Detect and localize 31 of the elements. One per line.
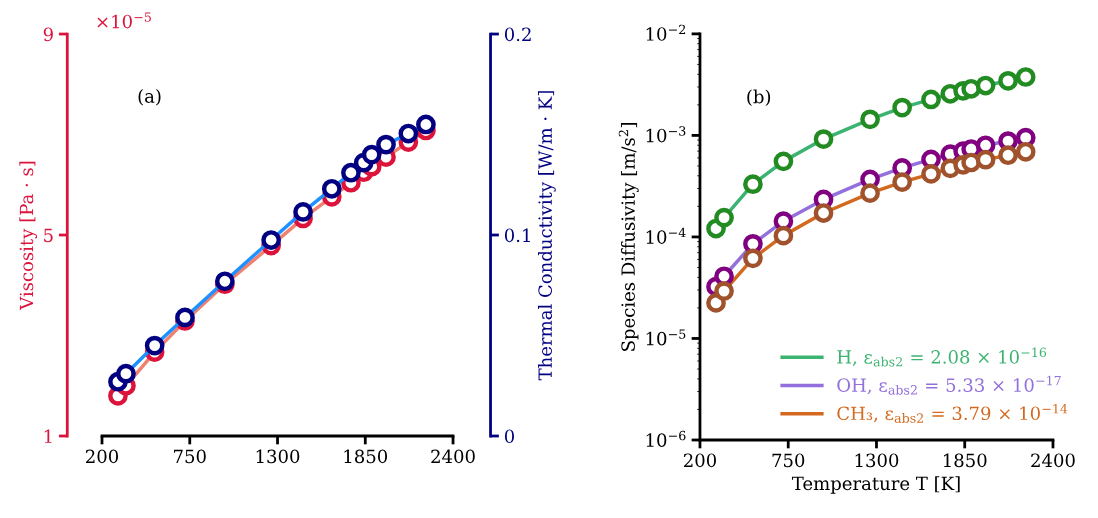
y-tick-label: 1	[44, 429, 52, 443]
y-tick-label: 9	[43, 27, 53, 42]
x-tick-label: 750	[174, 449, 206, 464]
legend-label: OH, ε$_{abs2}$ = 5.33 × 10$^{−17}$	[837, 375, 1061, 395]
x-tick-label: 750	[772, 453, 805, 468]
x-tick-label: 1850	[344, 449, 388, 464]
annotation: (b)	[747, 89, 771, 107]
x-tick-label: 1850	[943, 453, 987, 468]
annotation: (a)	[138, 88, 161, 106]
y-tick-label: 10$^{−3}$	[646, 126, 686, 143]
legend-label: CH₃, ε$_{abs2}$ = 3.79 × 10$^{−14}$	[837, 403, 1068, 423]
y2-axis-title: Thermal Conductivity [W/m · K]	[538, 91, 556, 381]
text: ×10$^{−5}$	[97, 12, 151, 29]
y-tick-label: 10$^{−4}$	[646, 227, 686, 244]
y-tick-label: 10$^{−5}$	[646, 329, 686, 346]
y-tick-label: 10$^{−6}$	[646, 430, 686, 447]
y-tick-label: 10$^{−2}$	[646, 24, 686, 41]
y2-tick-label: 0.2	[504, 27, 531, 42]
y-axis-title: Species Diffusivity [m/s$^{2}$]	[618, 123, 639, 351]
x-tick-label: 200	[683, 453, 717, 468]
x-tick-label: 2400	[1031, 453, 1075, 468]
y2-tick-label: 0	[504, 429, 515, 444]
x-tick-label: 1300	[256, 449, 300, 464]
x-tick-label: 2400	[431, 449, 475, 464]
y-axis-title: Viscosity [Pa · s]	[19, 161, 38, 311]
y2-tick-label: 0.1	[504, 228, 530, 243]
y-tick-label: 5	[44, 228, 53, 243]
legend-label: H, ε$_{abs2}$ = 2.08 × 10$^{−16}$	[837, 347, 1047, 367]
x-tick-label: 1300	[855, 453, 899, 468]
x-tick-label: 200	[86, 449, 119, 464]
x-axis-title: Temperature T [K]	[791, 476, 960, 494]
